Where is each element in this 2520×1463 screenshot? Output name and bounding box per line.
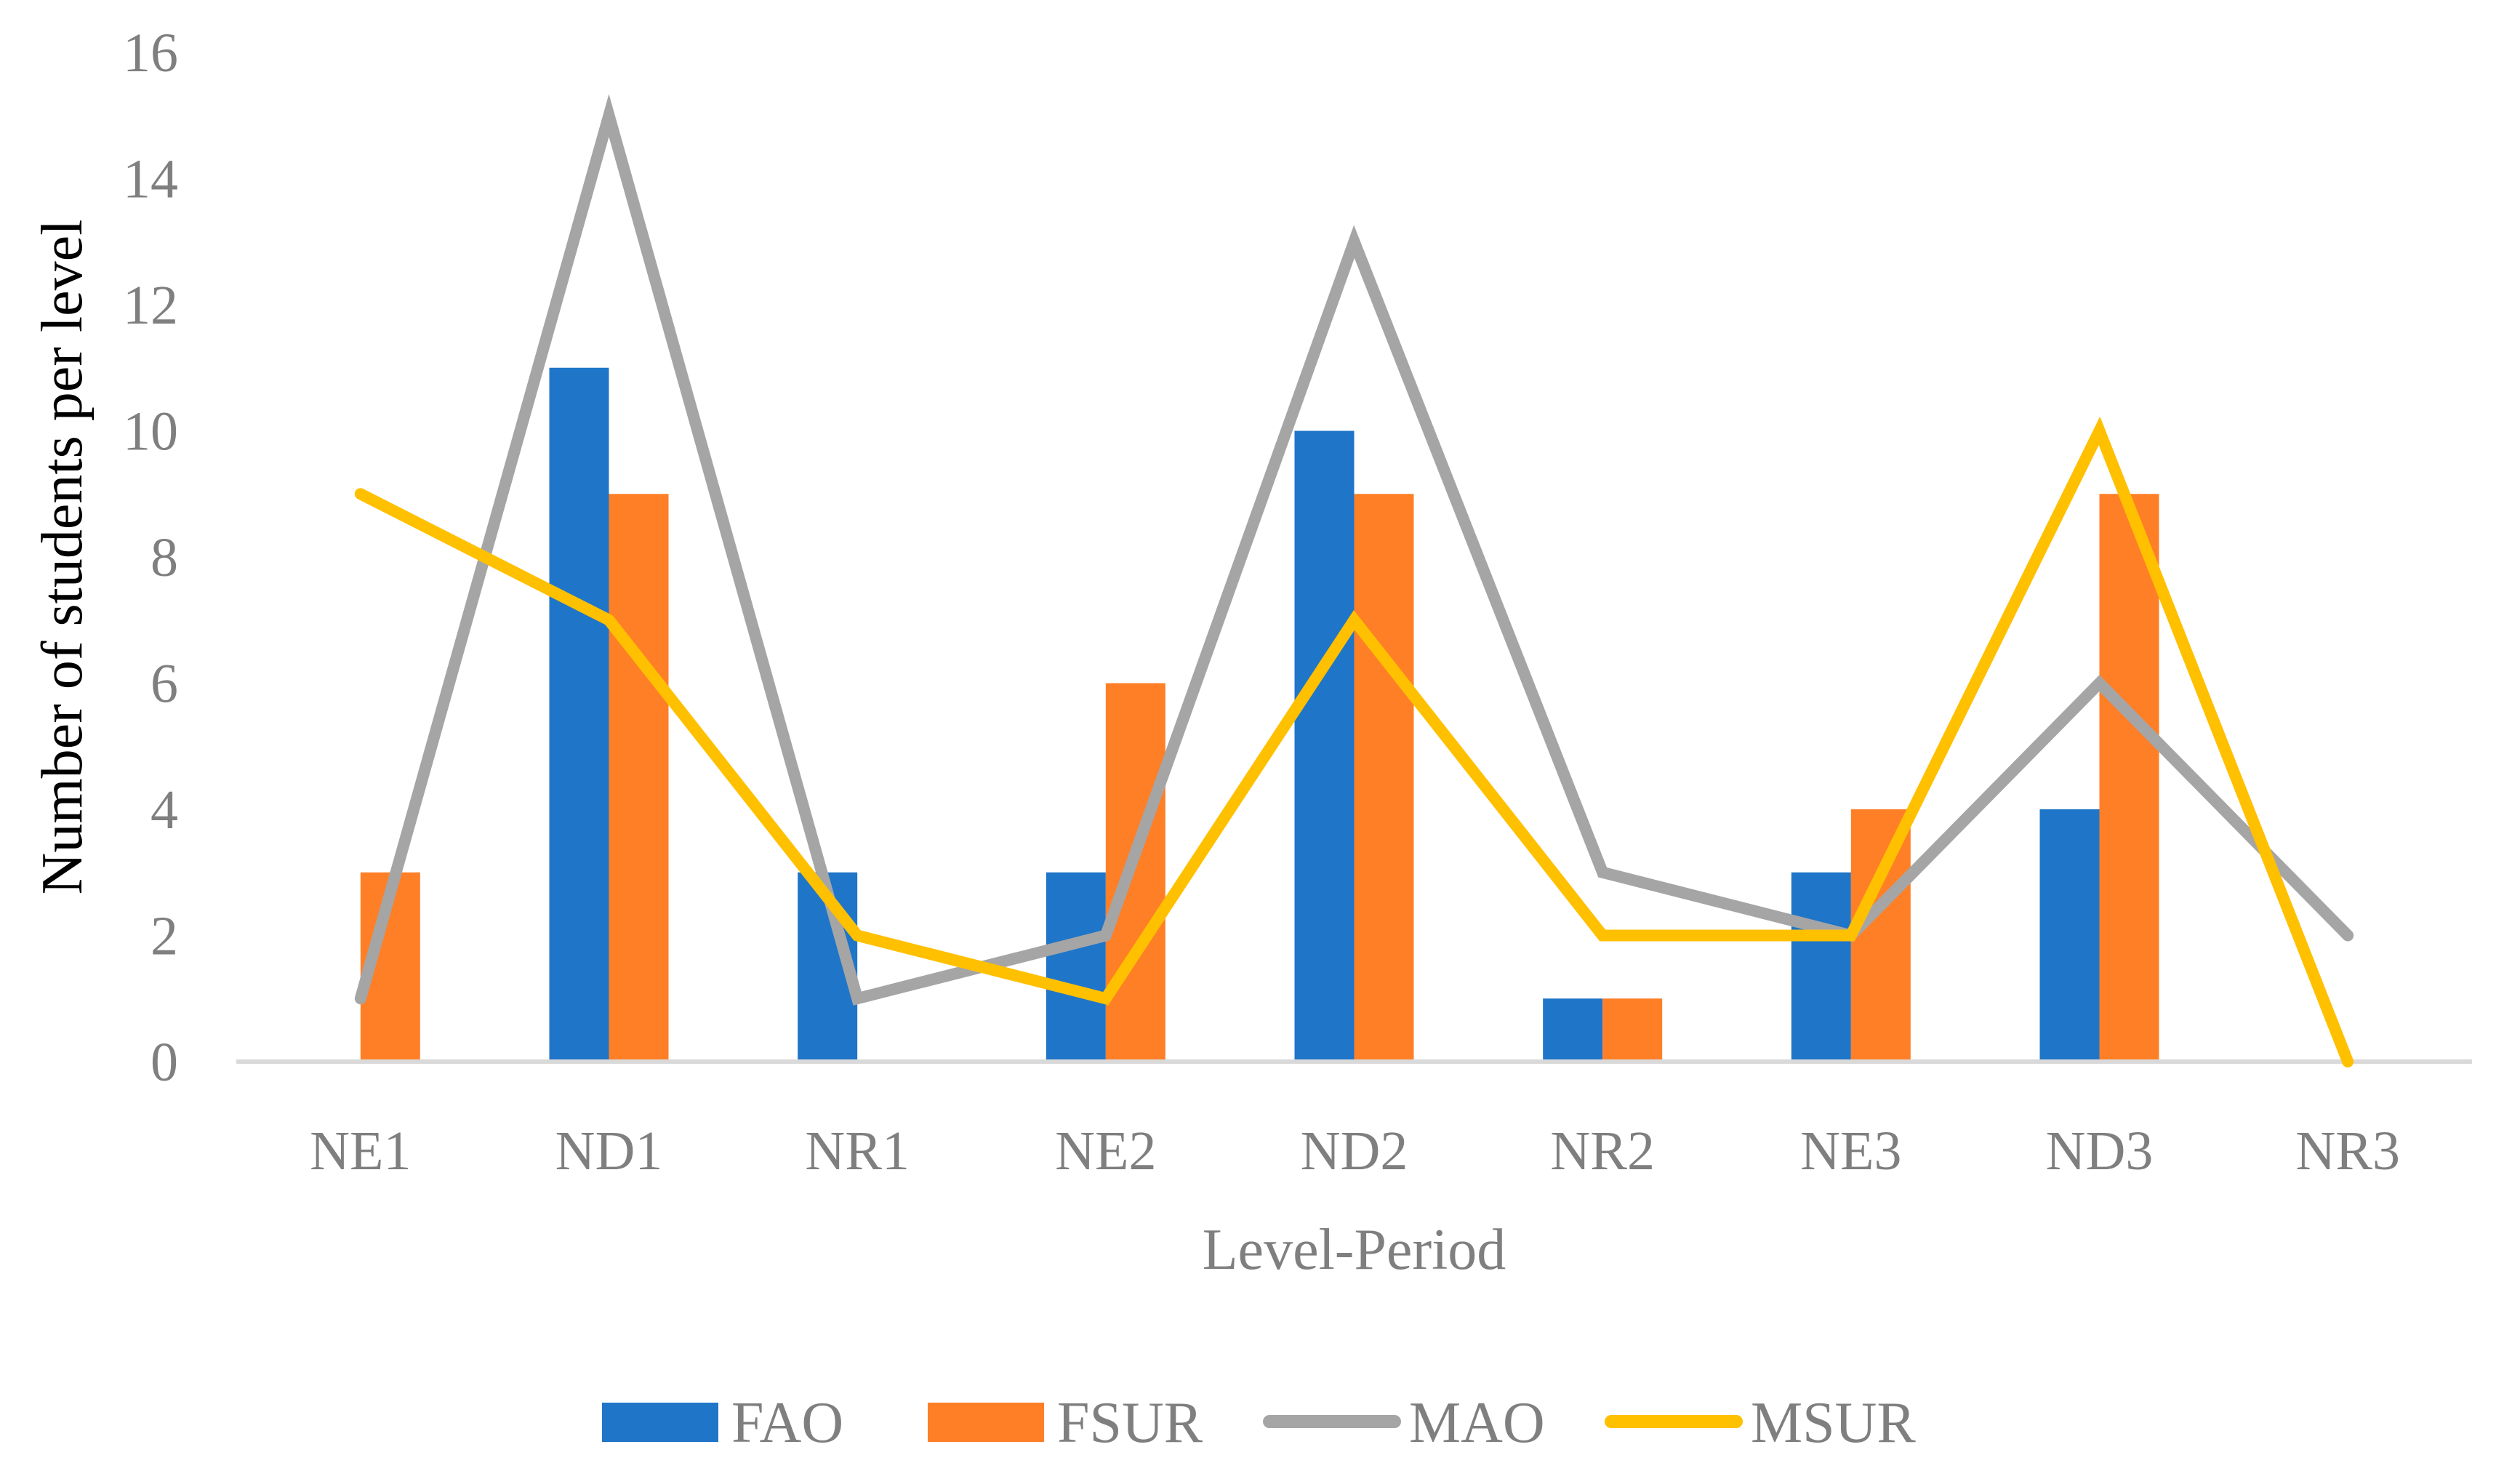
- x-axis-title: Level-Period: [1203, 1218, 1506, 1282]
- x-tick-label: ND3: [2046, 1121, 2154, 1182]
- y-tick-label: 6: [151, 654, 178, 715]
- x-axis-ticks: NE1 ND1 NR1 NE2 ND2 NR2 NE3 ND3 NR3: [310, 1121, 2400, 1182]
- legend-label-fao: FAO: [731, 1391, 843, 1455]
- bar-fao-nd3: [2039, 809, 2100, 1062]
- y-axis-title: Number of students per level: [31, 220, 95, 895]
- bar-fao-ne3: [1791, 872, 1851, 1062]
- y-tick-label: 4: [151, 779, 178, 841]
- bars: [360, 367, 2159, 1062]
- x-tick-label: NE2: [1055, 1121, 1156, 1182]
- y-tick-label: 10: [123, 401, 178, 462]
- legend: FAO FSUR MAO MSUR: [602, 1391, 1916, 1455]
- y-tick-label: 8: [151, 527, 178, 588]
- bar-fao-nr2: [1543, 998, 1603, 1062]
- series-lines: [354, 94, 2354, 1067]
- bar-fsur-nd2: [1354, 494, 1414, 1062]
- bar-fsur-ne3: [1850, 809, 1911, 1062]
- bar-fsur-nr2: [1602, 998, 1663, 1062]
- y-tick-label: 0: [151, 1032, 178, 1093]
- legend-label-fsur: FSUR: [1057, 1391, 1203, 1455]
- bar-fsur-nd3: [2099, 494, 2159, 1062]
- x-tick-label: NE3: [1800, 1121, 1901, 1182]
- legend-swatch-fsur: [928, 1403, 1044, 1442]
- x-tick-label: NR3: [2295, 1121, 2400, 1182]
- x-tick-label: ND2: [1301, 1121, 1408, 1182]
- bar-fao-nd1: [549, 367, 609, 1062]
- line-msur: [354, 416, 2354, 1067]
- y-tick-label: 14: [123, 149, 178, 210]
- x-tick-label: ND1: [555, 1121, 663, 1182]
- bar-fsur-nd1: [609, 494, 669, 1062]
- y-tick-label: 12: [123, 275, 178, 336]
- bar-fao-nd2: [1294, 430, 1355, 1062]
- x-tick-label: NR2: [1550, 1121, 1655, 1182]
- legend-label-msur: MSUR: [1751, 1391, 1916, 1455]
- y-tick-label: 2: [151, 906, 178, 967]
- legend-swatch-fao: [602, 1403, 718, 1442]
- y-axis-ticks: 0 2 4 6 8 10 12 14 16: [123, 23, 178, 1093]
- x-tick-label: NE1: [310, 1121, 411, 1182]
- line-mao: [354, 94, 2354, 1006]
- bar-fsur-ne2: [1105, 683, 1165, 1062]
- bar-fao-ne2: [1046, 872, 1106, 1062]
- x-tick-label: NR1: [805, 1121, 910, 1182]
- y-tick-label: 16: [123, 23, 178, 84]
- legend-label-mao: MAO: [1409, 1391, 1545, 1455]
